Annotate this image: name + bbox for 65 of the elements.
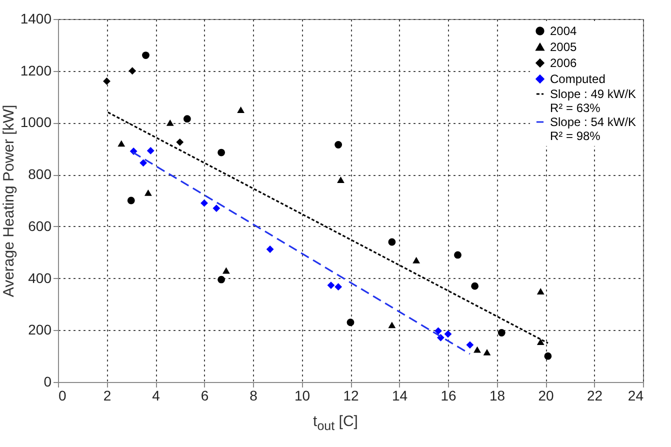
- point: [142, 52, 150, 59]
- legend-label: 2004: [550, 24, 578, 38]
- point: [544, 352, 552, 360]
- y-tick-label: 1400: [20, 10, 52, 26]
- x-tick-label: 8: [250, 388, 258, 404]
- x-tick-label: 18: [489, 388, 506, 404]
- point: [466, 341, 474, 349]
- point: [200, 199, 208, 207]
- point: [140, 159, 148, 167]
- y-axis-title: Average Heating Power [kW]: [0, 104, 18, 298]
- y-tick-label: 800: [28, 166, 52, 182]
- x-axis-title: t$_{out}$ [C]: [312, 413, 359, 433]
- point: [212, 204, 220, 212]
- point: [337, 176, 344, 183]
- point: [334, 283, 342, 291]
- point: [483, 348, 491, 356]
- point: [388, 238, 396, 246]
- x-tick-label: 12: [343, 388, 359, 404]
- y-tick-label: 600: [28, 218, 52, 234]
- x-tick-label: 24: [628, 388, 644, 404]
- point: [266, 246, 274, 253]
- y-tick-label: 0: [44, 374, 52, 390]
- point: [346, 318, 354, 326]
- point: [218, 148, 226, 156]
- legend-label: 2005: [550, 40, 578, 54]
- x-tick-label: 0: [58, 388, 66, 404]
- point: [454, 251, 462, 259]
- x-tick-label: 14: [392, 388, 408, 404]
- point: [118, 140, 126, 147]
- legend-label: 2006: [550, 56, 578, 70]
- point: [498, 329, 506, 336]
- point: [128, 67, 136, 75]
- legend-label: Computed: [550, 72, 606, 86]
- x-tick-label: 4: [152, 388, 160, 404]
- legend-label: Slope : 49 kW/K R² = 63%: [550, 87, 636, 115]
- y-tick-label: 1000: [20, 114, 52, 130]
- point: [222, 267, 230, 274]
- point: [388, 322, 396, 328]
- y-tick-label: 200: [28, 322, 52, 338]
- point: [536, 338, 544, 346]
- x-tick-label: 10: [294, 388, 310, 404]
- point: [434, 327, 442, 335]
- legend-label: Slope : 54 kW/K R² = 98%: [550, 115, 636, 143]
- point: [127, 196, 135, 204]
- point: [334, 141, 342, 148]
- point: [471, 282, 479, 290]
- x-tick-label: 20: [538, 388, 554, 404]
- point: [412, 256, 420, 264]
- point: [218, 276, 226, 284]
- x-tick-label: 16: [440, 388, 456, 404]
- x-tick-label: 2: [103, 388, 112, 404]
- x-tick-label: 22: [586, 388, 603, 404]
- point: [237, 106, 245, 113]
- point: [176, 138, 184, 146]
- point: [144, 190, 152, 196]
- point: [474, 346, 481, 353]
- x-tick-label: 6: [200, 388, 209, 404]
- point: [103, 78, 110, 85]
- point: [536, 288, 544, 294]
- point: [146, 147, 154, 154]
- y-tick-label: 1200: [20, 62, 52, 78]
- point: [183, 115, 191, 123]
- point: [166, 120, 174, 126]
- point: [444, 330, 452, 338]
- y-tick-label: 400: [28, 270, 52, 286]
